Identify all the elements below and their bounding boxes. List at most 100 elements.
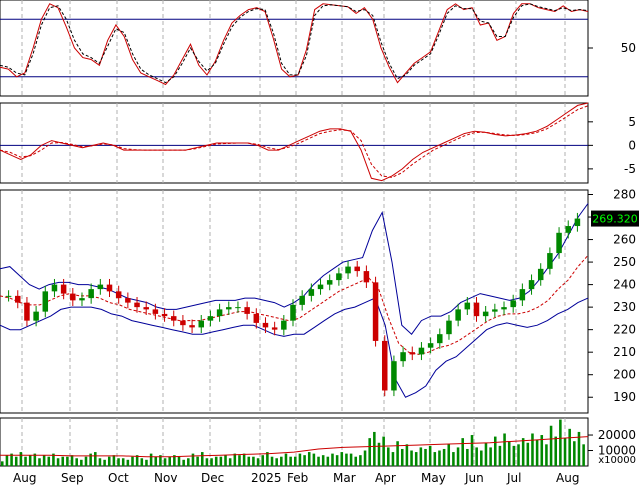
price-candle-body-22 (207, 316, 214, 321)
volume-bar-72 (335, 455, 339, 466)
volume-bar-103 (480, 450, 483, 466)
volume-bar-74 (345, 453, 348, 466)
volume-bar-81 (377, 442, 381, 466)
price-candle-body-45 (418, 347, 425, 355)
volume-bar-25 (117, 458, 120, 466)
price-candle-body-60 (556, 232, 562, 254)
price-candle-body-34 (317, 284, 324, 290)
volume-bar-110 (512, 445, 516, 466)
volume-bar-66 (307, 452, 311, 466)
price-candle-body-56 (519, 289, 526, 301)
price-candle-body-17 (161, 313, 168, 317)
volume-bar-2 (10, 453, 13, 466)
volume-bar-34 (159, 455, 162, 466)
volume-bar-56 (261, 455, 265, 466)
price-candle-body-19 (180, 320, 186, 326)
volume-bar-61 (284, 453, 288, 466)
x-tick-label-0: Aug (13, 471, 36, 485)
volume-bar-16 (75, 458, 78, 466)
volume-bar-96 (447, 444, 451, 466)
x-tick-label-8: Apr (375, 471, 396, 485)
price-candle-body-50 (464, 302, 471, 310)
volume-bar-102 (475, 447, 478, 466)
price-candle-body-24 (226, 307, 232, 310)
volume-bar-123 (573, 441, 576, 466)
volume-bar-93 (433, 452, 437, 466)
x-tick-label-12: Aug (556, 471, 579, 485)
price-ytick-label-7: 210 (613, 345, 636, 359)
price-candle-body-55 (510, 300, 516, 308)
price-candle-body-10 (97, 284, 104, 290)
price-candle-body-33 (308, 289, 315, 296)
volume-bar-107 (498, 445, 502, 466)
price-ytick-label-0: 280 (613, 188, 636, 202)
price-candle-body-8 (79, 298, 85, 301)
volume-bar-19 (89, 453, 92, 466)
price-candle-body-53 (492, 309, 498, 312)
macd-ytick-label-0: 5 (628, 115, 636, 129)
volume-bar-71 (331, 453, 334, 466)
volume-bar-73 (340, 452, 344, 466)
volume-bar-120 (559, 419, 562, 466)
volume-bar-99 (461, 438, 464, 466)
price-candle-body-46 (427, 343, 434, 348)
volume-bar-20 (94, 452, 97, 466)
price-candle-body-35 (326, 280, 333, 285)
volume-bar-6 (28, 455, 32, 466)
x-tick-label-7: Mar (333, 471, 356, 485)
volume-bar-53 (247, 456, 251, 466)
volume-bar-117 (545, 444, 548, 466)
volume-bar-24 (112, 455, 116, 466)
last-price-marker (591, 210, 639, 227)
volume-bar-86 (400, 448, 404, 466)
volume-bar-10 (47, 456, 51, 466)
volume-bar-47 (219, 456, 223, 466)
price-candle-body-0 (5, 295, 12, 297)
volume-volume-average (0, 436, 589, 458)
volume-bar-1 (5, 455, 9, 466)
price-panel-frame (0, 189, 589, 414)
price-candle-body-14 (134, 302, 140, 308)
volume-bar-37 (173, 455, 176, 466)
macd-ytick-label-1: 0 (628, 138, 636, 152)
price-candle-body-31 (290, 304, 296, 321)
price-candle-body-47 (437, 334, 443, 344)
price-candle-body-54 (501, 307, 507, 310)
volume-bar-26 (121, 458, 125, 466)
volume-bar-41 (191, 453, 195, 466)
volume-bar-58 (270, 456, 274, 466)
volume-bar-69 (321, 455, 325, 466)
volume-bar-59 (275, 458, 278, 466)
price-candle-body-43 (400, 352, 406, 362)
price-candle-body-28 (262, 322, 269, 328)
price-candle-body-27 (253, 313, 260, 323)
volume-bar-23 (107, 456, 111, 466)
macd-series-line-0 (0, 102, 589, 182)
volume-bar-109 (507, 441, 511, 466)
volume-bar-7 (33, 453, 37, 466)
price-candle-body-2 (24, 302, 30, 321)
price-candle-body-4 (42, 291, 49, 312)
macd-ytick-label-2: -5 (624, 162, 636, 176)
volume-bar-113 (526, 442, 530, 466)
x-tick-label-4: Dec (201, 471, 224, 485)
x-tick-label-10: Jun (464, 471, 484, 485)
price-candle-body-49 (455, 309, 461, 321)
volume-bar-119 (554, 436, 558, 466)
volume-bar-70 (326, 456, 330, 466)
volume-bar-77 (359, 455, 362, 466)
price-candle-body-61 (565, 226, 571, 233)
price-candle-body-32 (299, 295, 305, 305)
price-candle-body-38 (354, 266, 360, 272)
price-ytick-label-9: 190 (613, 390, 636, 404)
volume-bar-121 (563, 438, 567, 466)
price-candle-body-52 (482, 311, 489, 317)
volume-bar-64 (298, 453, 302, 466)
volume-bar-32 (149, 453, 153, 466)
volume-bar-49 (228, 458, 232, 466)
volume-bar-104 (484, 442, 488, 466)
volume-bar-43 (200, 452, 204, 466)
volume-ytick-label-0: 20000 (598, 428, 636, 442)
volume-bar-39 (182, 459, 185, 466)
